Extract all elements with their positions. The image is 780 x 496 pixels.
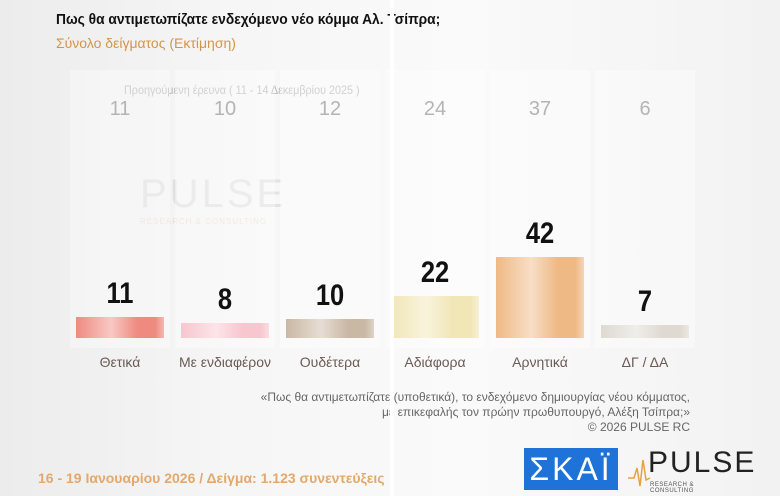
bar: [391, 295, 479, 338]
category-label: Με ενδιαφέρον: [178, 354, 272, 370]
previous-value: 37: [528, 98, 552, 120]
bar-value-label: 42: [525, 217, 555, 250]
bar: [76, 316, 164, 338]
previous-value: 11: [109, 98, 131, 120]
previous-value: 10: [213, 98, 237, 120]
bar: [286, 318, 374, 338]
category-label: Αδιάφορα: [404, 354, 466, 370]
bar-value-label: 8: [217, 282, 233, 316]
category-label: ΔΓ / ΔΑ: [621, 354, 669, 370]
bar: [181, 322, 269, 338]
bar-value-label: 7: [637, 284, 653, 318]
bar-value-label: 22: [420, 255, 450, 289]
copyright: © 2026 PULSE RC: [587, 420, 690, 434]
previous-value: 24: [423, 98, 447, 120]
pulse-logo: PULSE RESEARCH & CONSULTING: [628, 446, 754, 494]
column-background: [280, 70, 380, 348]
question-note-line1: «Πως θα αντιμετωπίζατε (υποθετικά), το ε…: [260, 390, 690, 404]
category-label: Ουδέτερα: [299, 354, 361, 370]
chart-subtitle: Σύνολο δείγματος (Εκτίμηση): [56, 35, 236, 51]
chart-title: Πως θα αντιμετωπίζατε ενδεχόμενο νέο κόμ…: [56, 11, 441, 28]
survey-footer: 16 - 19 Ιανουαρίου 2026 / Δείγμα: 1.123 …: [38, 470, 385, 486]
bar: [496, 257, 584, 338]
bar-value-label: 11: [106, 276, 134, 310]
column-background: [595, 70, 695, 348]
previous-survey-label: Προηγούμενη έρευνα ( 11 - 14 Δεκεμβρίου …: [124, 83, 360, 97]
question-note-line2: με επικεφαλής τον πρώην πρωθυπουργό, Αλέ…: [381, 405, 690, 419]
divider-line: [390, 0, 394, 496]
category-label: Θετικά: [99, 354, 141, 370]
category-label: Αρνητικά: [512, 354, 568, 370]
bar: [601, 324, 689, 338]
column-background: [70, 70, 170, 348]
bar-value-label: 10: [315, 278, 345, 312]
previous-value: 6: [639, 98, 651, 120]
pulse-watermark: PULSE RESEARCH & CONSULTING: [140, 172, 287, 226]
skai-logo: ΣΚΑΪ: [524, 448, 618, 490]
previous-value: 12: [318, 98, 342, 120]
column-background: [175, 70, 275, 348]
